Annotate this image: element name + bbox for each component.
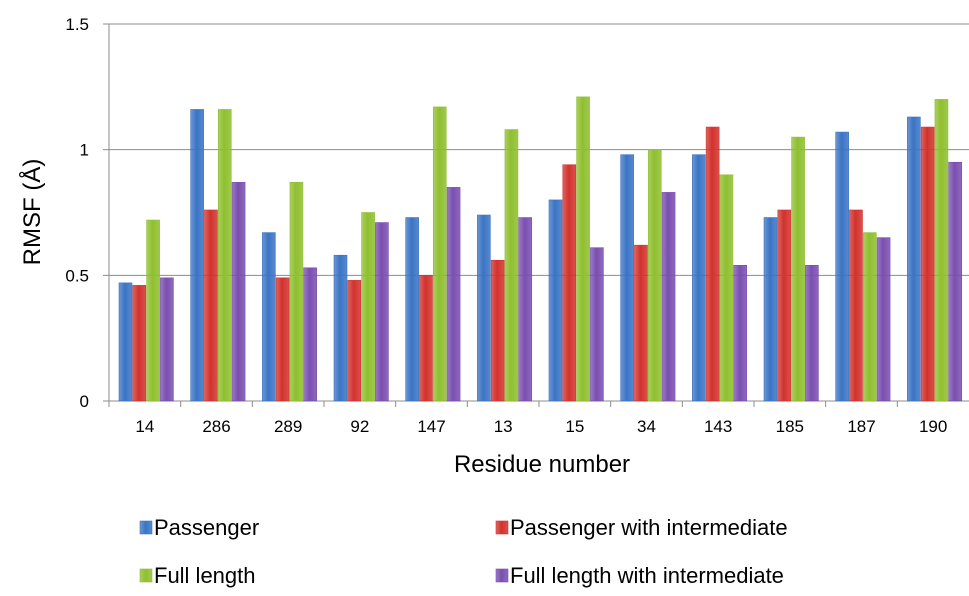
bar-4-190	[949, 162, 962, 401]
legend-swatch	[140, 569, 152, 582]
bar-2-289	[276, 278, 289, 401]
legend-label: Full length with intermediate	[510, 563, 784, 588]
bar-1-289	[262, 233, 275, 401]
bar-3-14	[147, 220, 160, 401]
bar-2-34	[634, 245, 647, 401]
bar-4-286	[232, 182, 245, 401]
bar-2-190	[921, 127, 934, 401]
bar-3-143	[720, 175, 733, 401]
bar-3-289	[290, 182, 303, 401]
bars	[119, 97, 962, 401]
x-tick-label: 286	[202, 417, 230, 436]
bar-1-286	[191, 109, 204, 401]
bar-2-147	[419, 275, 432, 401]
bar-2-286	[204, 210, 217, 401]
y-tick-label: 0.5	[65, 266, 89, 285]
bar-2-13	[491, 260, 504, 401]
x-tick-label: 289	[274, 417, 302, 436]
bar-3-185	[792, 137, 805, 401]
bar-3-147	[433, 107, 446, 401]
bar-4-185	[805, 265, 818, 401]
bar-1-14	[119, 283, 132, 401]
legend: Passenger Passenger with intermediate Full…	[140, 515, 788, 588]
legend-swatch	[496, 521, 508, 534]
x-tick-label: 14	[135, 417, 154, 436]
legend-label: Full length	[154, 563, 256, 588]
bar-2-14	[133, 285, 146, 401]
bar-1-15	[549, 200, 562, 401]
bar-1-13	[477, 215, 490, 401]
bar-1-190	[907, 117, 920, 401]
bar-1-147	[406, 218, 419, 401]
bar-4-147	[447, 187, 460, 401]
x-tick-label: 187	[847, 417, 875, 436]
x-tick-label: 92	[350, 417, 369, 436]
bar-4-13	[519, 218, 532, 401]
bar-1-185	[764, 218, 777, 401]
x-tick-label: 185	[776, 417, 804, 436]
bar-1-92	[334, 255, 347, 401]
bar-3-13	[505, 130, 518, 401]
x-tick-label: 34	[637, 417, 656, 436]
bar-4-187	[877, 238, 890, 401]
bar-3-286	[218, 109, 231, 401]
legend-swatch	[140, 521, 152, 534]
bar-4-34	[662, 192, 675, 401]
bar-4-143	[734, 265, 747, 401]
bar-4-289	[304, 268, 317, 401]
legend-label: Passenger	[154, 515, 259, 540]
bar-3-92	[362, 213, 375, 402]
x-tick-label: 13	[494, 417, 513, 436]
bar-2-92	[348, 280, 361, 401]
bar-3-190	[935, 99, 948, 401]
legend-label: Passenger with intermediate	[510, 515, 788, 540]
x-tick-label: 143	[704, 417, 732, 436]
bar-2-15	[563, 165, 576, 401]
bar-3-15	[577, 97, 590, 401]
bar-4-15	[590, 248, 603, 401]
bar-3-187	[863, 233, 876, 401]
y-tick-label: 1	[80, 141, 89, 160]
bar-2-187	[849, 210, 862, 401]
bar-1-34	[621, 155, 634, 401]
bar-1-143	[692, 155, 705, 401]
bar-4-92	[375, 223, 388, 401]
legend-swatch	[496, 569, 508, 582]
x-tick-label: 15	[565, 417, 584, 436]
bar-2-143	[706, 127, 719, 401]
x-tick-label: 147	[417, 417, 445, 436]
bar-1-187	[836, 132, 849, 401]
y-tick-label: 0	[80, 392, 89, 411]
x-tick-label: 190	[919, 417, 947, 436]
y-axis-title: RMSF (Å)	[18, 159, 46, 266]
bar-4-14	[160, 278, 173, 401]
bar-3-34	[648, 150, 661, 401]
x-axis-title: Residue number	[454, 451, 630, 478]
bar-2-185	[778, 210, 791, 401]
y-tick-label: 1.5	[65, 15, 89, 34]
